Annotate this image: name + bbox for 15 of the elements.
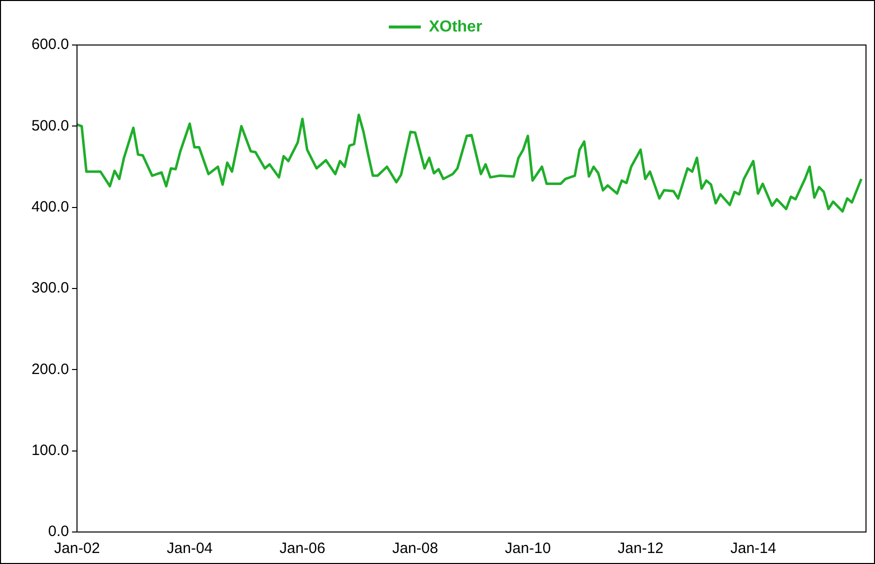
x-tick-label: Jan-08 [392, 540, 438, 558]
x-tick-label: Jan-02 [54, 540, 100, 558]
x-tick-label: Jan-12 [618, 540, 664, 558]
y-tick-label: 300.0 [31, 280, 69, 297]
y-tick-label: 0.0 [48, 523, 69, 540]
x-tick-label: Jan-14 [730, 540, 776, 558]
y-tick-label: 200.0 [31, 360, 69, 378]
y-tick-label: 100.0 [31, 442, 69, 459]
legend-label: XOther [428, 18, 482, 36]
y-tick-label: 600.0 [31, 36, 69, 54]
x-tick-label: Jan-06 [279, 540, 326, 558]
x-tick-label: Jan-10 [504, 540, 551, 558]
x-tick-label: Jan-04 [166, 540, 213, 558]
y-tick-label: 500.0 [31, 117, 69, 134]
y-tick-label: 400.0 [31, 198, 69, 216]
